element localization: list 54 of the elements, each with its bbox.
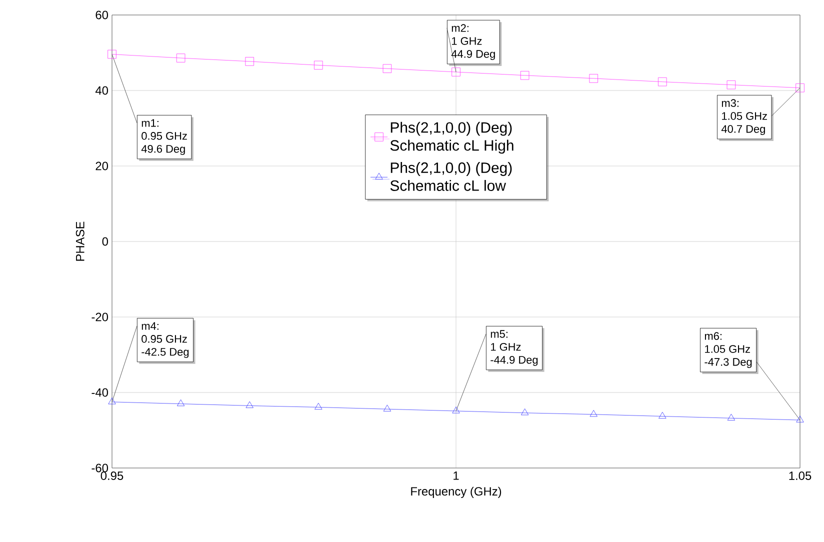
point (727, 414, 736, 420)
point (176, 54, 186, 62)
point (658, 77, 667, 86)
y-tick-label: -40 (92, 388, 108, 397)
point (590, 410, 598, 417)
point (658, 412, 666, 419)
annotation: 0.95 GHz (142, 132, 187, 140)
point (314, 402, 322, 410)
annotation: 0.95 GHz (142, 335, 187, 343)
y-tick-label: 20 (96, 162, 108, 170)
point (245, 57, 254, 66)
y-tick-label: -20 (92, 312, 108, 322)
annotation: 1.05 GHz (705, 345, 750, 353)
point (796, 416, 804, 422)
x-tick-label: 0.95 (100, 472, 124, 480)
annotation: m5: (490, 330, 508, 338)
y-tick-label: 0 (102, 237, 108, 246)
x-axis-title: Frequency (GHz) (411, 486, 502, 498)
annotation: 44.9 Deg (451, 50, 495, 60)
annotation: m2: (452, 24, 468, 32)
y-tick-label: -60 (92, 464, 108, 472)
point (382, 64, 392, 73)
point (383, 404, 392, 412)
x-tick-label: 1.05 (789, 472, 812, 480)
y-axis-title: PHASE (76, 222, 84, 261)
legend-label: Phs(2,1,0,0) (Deg) Schematic cL low (390, 162, 512, 191)
point (520, 71, 530, 80)
annotation: -47.3 Deg (704, 358, 752, 368)
annotation: m4: (142, 322, 158, 330)
annotation: m1: (142, 119, 158, 127)
annotation: 49.6 Deg (141, 144, 185, 155)
annotation: 40.7 Deg (721, 125, 765, 135)
point (589, 74, 598, 83)
point (452, 406, 460, 414)
point (176, 399, 185, 406)
point (246, 401, 254, 408)
point (726, 80, 736, 90)
annotation: m3: (722, 99, 738, 107)
annotation: m6: (704, 332, 722, 340)
x-tick-label: 1 (454, 472, 459, 480)
y-tick-label: 40 (95, 86, 108, 95)
point (452, 68, 460, 76)
legend-label: Phs(2,1,0,0) (Deg) Schematic cL High (390, 122, 514, 154)
annotation: 1.05 GHz (722, 112, 767, 120)
point (796, 83, 804, 92)
annotation: -42.5 Deg (142, 348, 189, 358)
annotation: 1 GHz (452, 37, 482, 45)
point (108, 398, 116, 404)
annotation: -44.9 Deg (490, 356, 538, 366)
point (314, 60, 323, 70)
point (108, 50, 116, 59)
annotation: 1 GHz (491, 343, 521, 351)
y-tick-label: 60 (96, 10, 108, 20)
point (520, 408, 529, 416)
